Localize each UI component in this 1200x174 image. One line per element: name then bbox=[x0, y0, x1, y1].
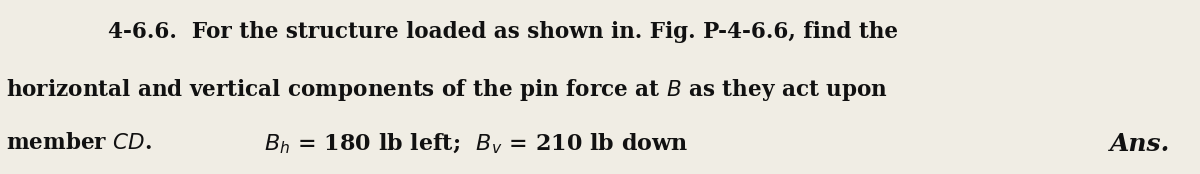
Text: horizontal and vertical components of the pin force at $\mathit{B}$ as they act : horizontal and vertical components of th… bbox=[6, 77, 888, 102]
Text: Ans.: Ans. bbox=[1110, 132, 1170, 156]
Text: $B_h$ = 180 lb left;  $B_v$ = 210 lb down: $B_h$ = 180 lb left; $B_v$ = 210 lb down bbox=[264, 132, 689, 156]
Text: 4-6.6.  For the structure loaded as shown in. Fig. P-4-6.6, find the: 4-6.6. For the structure loaded as shown… bbox=[108, 21, 898, 43]
Text: member $\mathit{CD}$.: member $\mathit{CD}$. bbox=[6, 132, 152, 154]
